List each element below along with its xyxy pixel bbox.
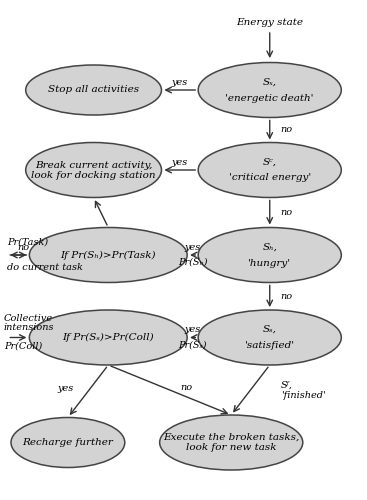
Text: no: no [181,383,193,392]
Text: Pr(Coll): Pr(Coll) [4,342,42,351]
Ellipse shape [11,418,125,468]
Text: Pr(Task): Pr(Task) [7,238,48,246]
Text: Stop all activities: Stop all activities [48,86,139,94]
Text: Execute the broken tasks,: Execute the broken tasks, [163,433,299,442]
Ellipse shape [198,142,341,198]
Text: 'critical energy': 'critical energy' [229,174,311,182]
Text: yes: yes [185,326,201,334]
Text: If Pr(Sₕ)>Pr(Task): If Pr(Sₕ)>Pr(Task) [61,250,156,260]
Text: 'finished': 'finished' [281,390,326,400]
Text: 'hungry': 'hungry' [248,258,291,268]
Ellipse shape [160,415,303,470]
Text: Sₛ,: Sₛ, [263,325,277,334]
Text: Sᶠ,: Sᶠ, [281,380,293,390]
Text: Sᶜ,: Sᶜ, [263,158,277,166]
Ellipse shape [29,310,187,365]
Text: no: no [281,292,293,300]
Text: look for docking station: look for docking station [31,170,156,179]
Ellipse shape [26,142,161,198]
Text: no: no [18,242,30,252]
Text: yes: yes [172,78,188,87]
Text: 'satisfied': 'satisfied' [245,341,295,350]
Ellipse shape [198,228,341,282]
Text: Pr(Sₛ): Pr(Sₛ) [178,340,207,349]
Text: yes: yes [172,158,188,167]
Text: Energy state: Energy state [236,18,303,27]
Text: Recharge further: Recharge further [22,438,113,447]
Text: no: no [281,208,293,217]
Ellipse shape [29,228,187,282]
Text: look for new task: look for new task [186,443,276,452]
Text: no: no [281,126,293,134]
Ellipse shape [26,65,161,115]
Ellipse shape [198,62,341,118]
Text: Collective: Collective [4,314,53,323]
Text: Sₓ,: Sₓ, [263,78,277,86]
Text: Pr(Sₕ): Pr(Sₕ) [178,258,207,267]
Text: If Pr(Sₛ)>Pr(Coll): If Pr(Sₛ)>Pr(Coll) [62,333,154,342]
Text: 'energetic death': 'energetic death' [225,94,314,102]
Text: Sₕ,: Sₕ, [262,242,277,252]
Ellipse shape [198,310,341,365]
Text: intensions: intensions [4,323,54,332]
Text: Break current activity,: Break current activity, [35,160,152,170]
Text: yes: yes [185,243,201,252]
Text: yes: yes [57,384,73,393]
Text: do current task: do current task [7,263,83,272]
